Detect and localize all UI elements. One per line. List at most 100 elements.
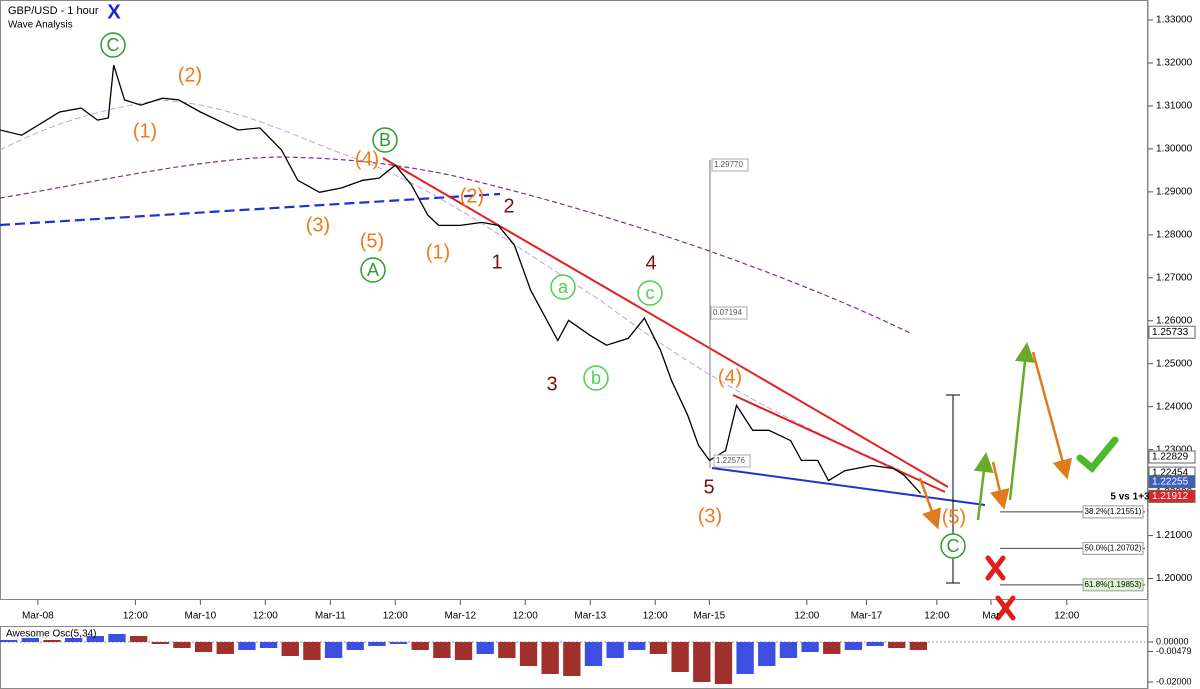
x-tick-label: 12:00 [513,611,538,622]
cross-icon [995,595,1016,621]
y-tick-label: 1.29000 [1156,187,1193,198]
check-icon [1076,436,1119,473]
price-label: 1.21912 [1152,491,1189,502]
wave-label: 2 [503,195,514,217]
price-label-box [1148,450,1196,464]
y-tick-label: 1.21000 [1156,530,1193,541]
price-label-box [1148,325,1196,339]
y-tick-label: 1.31000 [1156,101,1193,112]
wave-label: (2) [178,64,202,86]
price-label-box [1148,475,1196,489]
x-tick-label: 12:00 [794,611,819,622]
x-tick-label: 12:00 [1054,611,1079,622]
x-tick-label: Mar-12 [444,611,476,622]
oscillator-bar [411,642,429,650]
wave-label: 4 [645,252,656,274]
wave-label: 5 [703,476,714,498]
wave-label: (3) [698,505,722,527]
x-tick-label: 12:00 [643,611,668,622]
support-line [711,467,986,506]
measure-label: 1.29770 [714,160,743,169]
oscillator-bar [736,642,754,674]
oscillator-bar [281,642,299,656]
x-tick-label: 12:00 [123,611,148,622]
x-tick-label: Mar-10 [185,611,217,622]
oscillator-bar [151,642,169,644]
wave-label: A [367,260,379,280]
projection-arrow [1031,351,1073,480]
resistance-line [732,394,946,493]
moving-average [0,156,911,334]
wave-label: C [947,536,960,556]
oscillator-bar [671,642,689,672]
wave-label: 1 [491,251,502,273]
wave-label: a [558,277,569,297]
wave-label-circle [583,365,609,391]
oscillator-bar [498,642,516,658]
oscillator-bar [649,642,668,654]
y-tick-label: 1.26000 [1156,315,1193,326]
y-tick-label: 1.33000 [1156,15,1193,26]
oscillator-bar [606,642,624,658]
support-line [0,192,501,227]
wave-label: (2) [460,185,484,207]
oscillator-title: Awesome Osc(5,34) [6,629,96,640]
oscillator-bar [259,642,278,648]
y-tick-label: -0.00479 [1156,646,1192,656]
y-tick-label: 0.00000 [1156,636,1189,646]
oscillator-bar [866,642,884,646]
price-label: 1.22454 [1152,468,1189,479]
projection-arrow [989,461,1010,510]
y-tick-label: 1.32000 [1156,58,1193,69]
wave-label-circle [550,274,576,300]
x-tick-label: 12:00 [383,611,408,622]
oscillator-bar [108,634,126,642]
price-label: 1.22255 [1152,476,1189,487]
oscillator-bar [389,642,408,644]
oscillator-bar [0,640,18,642]
fib-label-box [1082,578,1144,592]
oscillator-bar [216,642,234,654]
measure-label: 0.07194 [713,308,742,317]
oscillator-bar [779,642,798,658]
oscillator-bar [563,642,581,676]
wave-label: (4) [718,366,742,388]
oscillator-bar [324,642,343,658]
wave-label-circle [637,280,663,306]
wave-label: (1) [133,120,157,142]
oscillator-bar [628,642,646,650]
projection-arrow [1008,342,1035,501]
wave-label: b [591,368,601,388]
chart-title: GBP/USD - 1 hour [8,5,99,17]
oscillator-bar [86,636,104,642]
measure-label-box [713,454,751,468]
y-tick-label: 1.28000 [1156,229,1193,240]
oscillator-bar [888,642,906,648]
price-label-box [1148,489,1196,503]
oscillator-bar [238,642,256,650]
wave-label: C [107,35,120,55]
oscillator-bar [584,642,603,666]
fib-label-box [1082,505,1144,519]
note-label: 5 vs 1+3 [1110,492,1150,503]
wave-label: (1) [426,241,450,263]
oscillator-bar [909,642,928,650]
price-label: 1.22829 [1152,452,1189,463]
projection-arrows [918,342,1073,530]
wave-label: (4) [355,148,379,170]
price-label: 1.25733 [1152,327,1189,338]
oscillator-bar [21,638,39,642]
oscillator-bar [173,642,191,648]
oscillator-bar [693,642,711,682]
oscillator-bar [64,638,83,642]
projection-arrow [973,452,994,521]
resistance-line [382,157,949,488]
fib-label: 38.2%(1.21551) [1085,507,1142,516]
oscillator-bar [129,636,148,642]
oscillator-bar [801,642,819,652]
oscillator-bar [433,642,451,658]
oscillator-bar [541,642,559,674]
y-tick-label: 1.25000 [1156,358,1193,369]
y-tick-label: 1.24000 [1156,401,1193,412]
